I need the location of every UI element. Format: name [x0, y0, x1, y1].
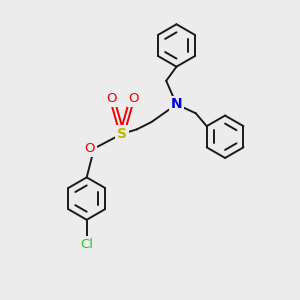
Text: O: O [129, 92, 139, 105]
Text: S: S [117, 127, 127, 141]
Text: O: O [106, 92, 117, 105]
Text: O: O [84, 142, 95, 155]
Text: N: N [171, 98, 182, 111]
Text: Cl: Cl [80, 238, 93, 251]
